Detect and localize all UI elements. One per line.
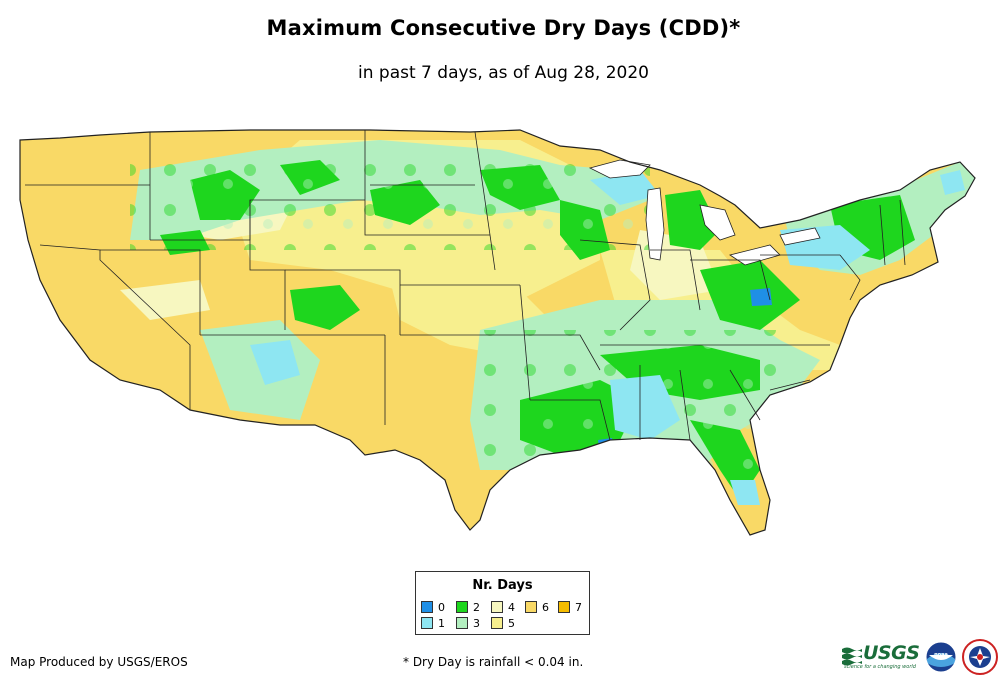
legend-swatch-2 xyxy=(456,601,468,613)
legend-label-1: 1 xyxy=(438,617,445,630)
legend-label-5: 5 xyxy=(508,617,515,630)
legend-item-5: 5 xyxy=(491,617,515,631)
legend-label-4: 4 xyxy=(508,601,515,614)
legend-label-0: 0 xyxy=(438,601,445,614)
legend-item-6: 6 xyxy=(525,601,549,615)
credit-text: Map Produced by USGS/EROS xyxy=(10,655,188,669)
legend-swatch-0 xyxy=(421,601,433,613)
legend-swatch-7 xyxy=(558,601,570,613)
legend-item-7: 7 xyxy=(558,601,582,615)
legend-label-7: 7 xyxy=(575,601,582,614)
legend-swatch-3 xyxy=(456,617,468,629)
legend-label-3: 3 xyxy=(473,617,480,630)
usgs-wave-icon xyxy=(842,647,862,666)
map-subtitle: in past 7 days, as of Aug 28, 2020 xyxy=(358,63,649,83)
legend-item-3: 3 xyxy=(456,617,480,631)
great-lakes xyxy=(588,159,821,266)
cdd-map xyxy=(19,129,976,536)
legend-swatch-5 xyxy=(491,617,503,629)
legend-swatch-6 xyxy=(525,601,537,613)
noaa-logo-icon: noaa xyxy=(925,641,957,673)
usgs-tagline: science for a changing world xyxy=(844,664,916,670)
usgs-logo: USGS science for a changing world xyxy=(842,641,920,671)
legend-item-0: 0 xyxy=(421,601,445,615)
legend-item-4: 4 xyxy=(491,601,515,615)
map-title: Maximum Consecutive Dry Days (CDD)* xyxy=(266,16,741,40)
footnote-text: * Dry Day is rainfall < 0.04 in. xyxy=(403,655,584,669)
legend-swatch-4 xyxy=(491,601,503,613)
nws-logo-icon xyxy=(962,639,998,675)
legend-item-1: 1 xyxy=(421,617,445,631)
state-borders xyxy=(25,130,906,441)
us-outline xyxy=(19,129,976,536)
svg-text:noaa: noaa xyxy=(934,652,948,658)
legend-label-6: 6 xyxy=(542,601,549,614)
legend-swatch-1 xyxy=(421,617,433,629)
legend-item-2: 2 xyxy=(456,601,480,615)
legend-title: Nr. Days xyxy=(472,578,533,593)
usgs-wordmark: USGS xyxy=(863,642,920,664)
legend-label-2: 2 xyxy=(473,601,480,614)
legend: Nr. Days 0 1 2 3 4 5 6 7 xyxy=(415,571,590,635)
